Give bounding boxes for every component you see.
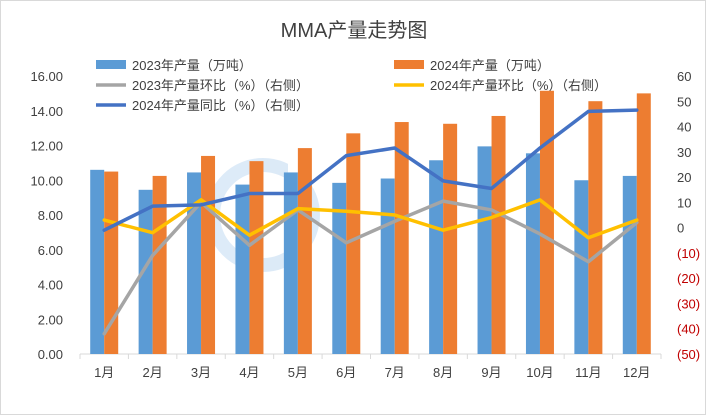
bar-2024-11: [588, 101, 603, 354]
right-axis: (50) (40) (30) (20) (10) 0 10 20 30 40 50 60: [677, 69, 700, 362]
bar-2024-2: [152, 175, 167, 354]
right-tick-label: 30: [677, 145, 691, 160]
legend-label: 2023年产量环比（%）（右侧）: [132, 78, 309, 93]
bar-2024-3: [201, 155, 216, 354]
bar-2024-7: [394, 122, 409, 354]
x-tick-label: 2月: [143, 365, 163, 380]
right-tick-label: 0: [677, 221, 684, 236]
right-tick-label: 50: [677, 94, 691, 109]
x-tick-label: 10月: [526, 365, 553, 380]
lines-layer: [102, 108, 639, 336]
left-tick-label: 4.00: [38, 278, 63, 293]
bar-2024-12: [636, 93, 651, 354]
legend: 2023年产量（万吨） 2024年产量（万吨） 2023年产量环比（%）（右侧） 20…: [96, 58, 607, 113]
left-axis: 0.00 2.00 4.00 6.00 8.00 10.00 12.00 14.00 16.00: [30, 69, 63, 362]
x-tick-label: 9月: [481, 365, 501, 380]
bar-2023-10: [525, 153, 540, 354]
bar-2024-4: [249, 161, 264, 354]
right-tick-label: (20): [677, 271, 700, 286]
bar-2023-11: [574, 180, 589, 354]
line-2024-yoy: [102, 108, 639, 232]
bar-2024-10: [539, 90, 554, 355]
legend-swatch: [96, 60, 126, 69]
legend-label: 2024年产量（万吨）: [430, 58, 550, 73]
bar-2023-12: [622, 175, 637, 354]
left-tick-label: 14.00: [30, 104, 63, 119]
legend-label: 2023年产量（万吨）: [132, 58, 252, 73]
left-tick-label: 0.00: [38, 347, 63, 362]
bar-2024-6: [346, 133, 361, 354]
bar-2024-1: [104, 171, 119, 354]
right-tick-label: (40): [677, 322, 700, 337]
right-tick-label: 40: [677, 120, 691, 135]
right-tick-label: 20: [677, 170, 691, 185]
bar-2023-4: [235, 184, 250, 354]
bar-2024-8: [443, 123, 458, 354]
bar-2024-5: [297, 148, 312, 354]
bar-2023-9: [477, 146, 492, 354]
legend-label: 2024年产量环比（%）（右侧）: [430, 78, 607, 93]
left-tick-label: 12.00: [30, 139, 63, 154]
right-tick-label: (30): [677, 296, 700, 311]
x-tick-label: 8月: [433, 365, 453, 380]
bar-2023-1: [90, 169, 105, 354]
legend-label: 2024年产量同比（%）（右侧）: [132, 98, 309, 113]
x-tick-label: 1月: [94, 365, 114, 380]
x-tick-label: 5月: [288, 365, 308, 380]
x-tick-label: 11月: [575, 365, 602, 380]
right-tick-label: (10): [677, 246, 700, 261]
x-tick-label: 12月: [623, 365, 650, 380]
right-tick-label: (50): [677, 347, 700, 362]
bar-2023-7: [380, 178, 395, 354]
bar-2023-5: [283, 172, 298, 354]
x-tick-label: 3月: [191, 365, 211, 380]
left-tick-label: 2.00: [38, 312, 63, 327]
legend-swatch: [394, 60, 424, 69]
line-2023-mom: [102, 199, 639, 336]
right-tick-label: 10: [677, 195, 691, 210]
left-tick-label: 8.00: [38, 208, 63, 223]
x-tick-label: 6月: [336, 365, 356, 380]
x-axis: 1月 2月 3月 4月 5月 6月 7月 8月 9月 10月 11月 12月: [79, 354, 662, 380]
right-tick-label: 60: [677, 69, 691, 84]
bar-2023-6: [332, 182, 347, 354]
x-tick-label: 7月: [385, 365, 405, 380]
left-tick-label: 6.00: [38, 243, 63, 258]
x-tick-label: 4月: [239, 365, 259, 380]
left-tick-label: 16.00: [30, 69, 63, 84]
bar-2023-8: [429, 160, 444, 354]
bar-2023-3: [187, 172, 202, 354]
left-tick-label: 10.00: [30, 173, 63, 188]
bar-2024-9: [491, 115, 506, 355]
chart-title: MMA产量走势图: [281, 19, 428, 42]
